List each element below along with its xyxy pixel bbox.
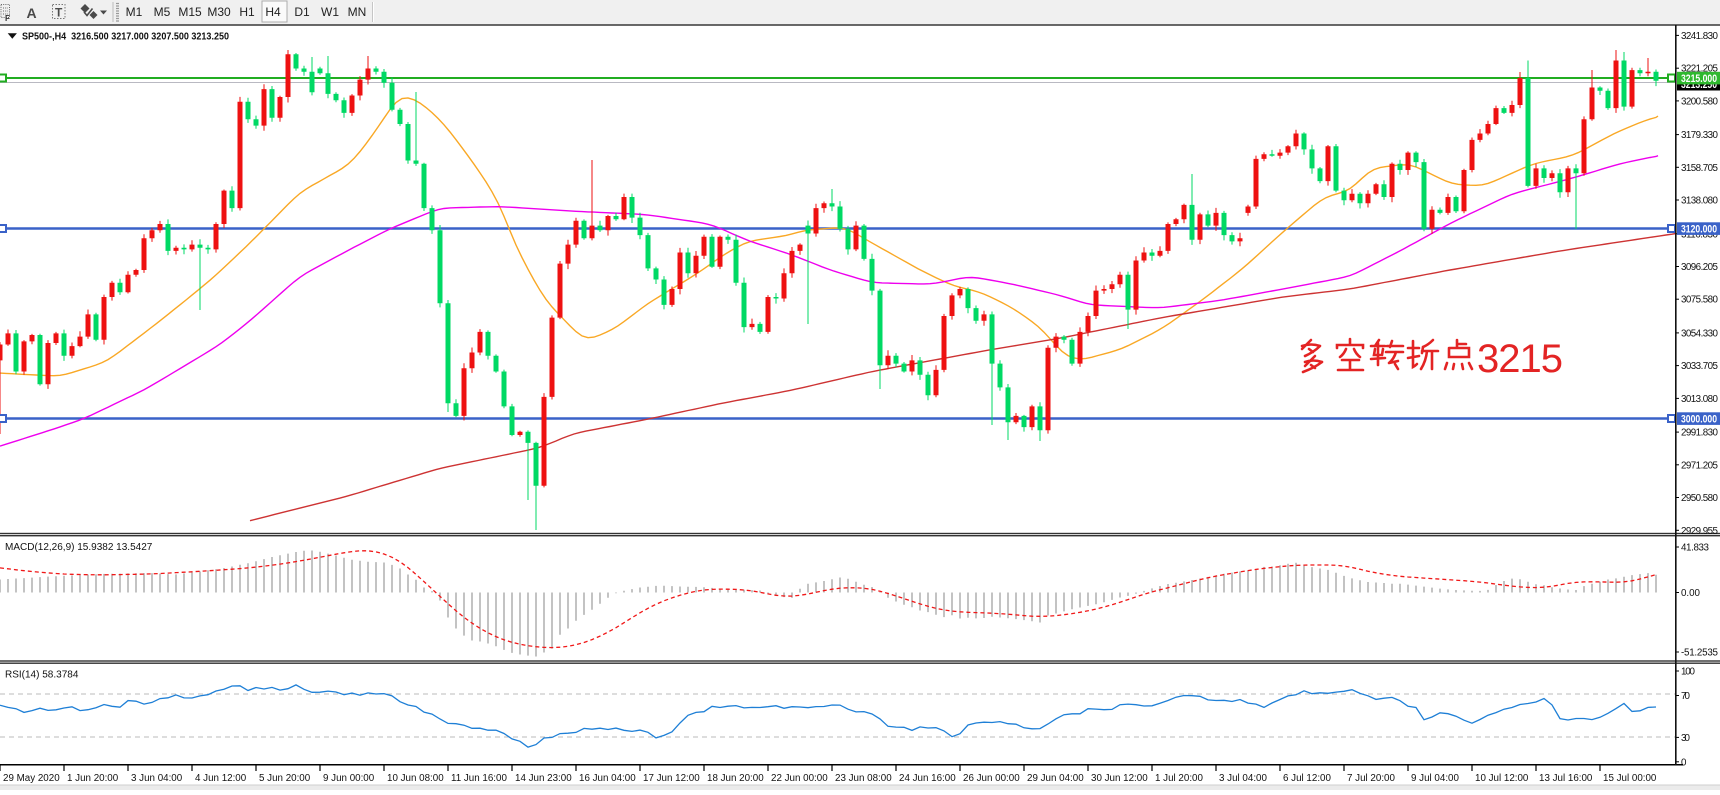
svg-text:30 Jun 12:00: 30 Jun 12:00	[1091, 773, 1148, 784]
svg-text:2929.955: 2929.955	[1681, 526, 1719, 537]
svg-text:RSI(14) 58.3784: RSI(14) 58.3784	[5, 670, 79, 681]
svg-text:15 Jul 00:00: 15 Jul 00:00	[1603, 773, 1657, 784]
svg-text:29 May 2020: 29 May 2020	[3, 773, 60, 784]
svg-text:3054.330: 3054.330	[1681, 328, 1719, 339]
svg-text:0: 0	[1681, 757, 1687, 768]
svg-text:M5: M5	[154, 5, 171, 19]
svg-text:3241.830: 3241.830	[1681, 31, 1719, 42]
svg-text:3215.000: 3215.000	[1681, 73, 1717, 85]
svg-text:23 Jun 08:00: 23 Jun 08:00	[835, 773, 892, 784]
svg-text:-51.2535: -51.2535	[1681, 648, 1719, 659]
svg-text:3179.330: 3179.330	[1681, 130, 1719, 141]
svg-text:3138.080: 3138.080	[1681, 196, 1719, 207]
svg-text:3 Jun 04:00: 3 Jun 04:00	[131, 773, 183, 784]
svg-text:22 Jun 00:00: 22 Jun 00:00	[771, 773, 828, 784]
svg-text:24 Jun 16:00: 24 Jun 16:00	[899, 773, 956, 784]
svg-text:6 Jul 12:00: 6 Jul 12:00	[1283, 773, 1331, 784]
svg-text:H1: H1	[239, 5, 255, 19]
svg-text:MACD(12,26,9) 15.9382 13.5427: MACD(12,26,9) 15.9382 13.5427	[5, 542, 153, 553]
svg-text:16 Jun 04:00: 16 Jun 04:00	[579, 773, 636, 784]
svg-text:4 Jun 12:00: 4 Jun 12:00	[195, 773, 247, 784]
svg-text:10 Jul 12:00: 10 Jul 12:00	[1475, 773, 1529, 784]
svg-text:3075.580: 3075.580	[1681, 295, 1719, 306]
svg-text:26 Jun 00:00: 26 Jun 00:00	[963, 773, 1020, 784]
svg-text:A: A	[27, 5, 37, 21]
svg-text:T: T	[55, 6, 63, 20]
svg-text:MN: MN	[348, 5, 367, 19]
svg-text:3221.205: 3221.205	[1681, 64, 1719, 75]
svg-text:3158.705: 3158.705	[1681, 163, 1719, 174]
svg-text:3013.080: 3013.080	[1681, 394, 1719, 405]
svg-text:30: 30	[1681, 733, 1691, 744]
svg-text:F: F	[5, 14, 10, 23]
svg-text:1 Jul 20:00: 1 Jul 20:00	[1155, 773, 1203, 784]
svg-text:3000.000: 3000.000	[1681, 414, 1717, 426]
svg-text:5 Jun 20:00: 5 Jun 20:00	[259, 773, 311, 784]
svg-text:11 Jun 16:00: 11 Jun 16:00	[451, 773, 507, 784]
svg-text:W1: W1	[321, 5, 339, 19]
svg-text:41.833: 41.833	[1681, 543, 1710, 554]
svg-text:2950.580: 2950.580	[1681, 493, 1719, 504]
svg-text:100: 100	[1681, 667, 1696, 678]
svg-text:2991.830: 2991.830	[1681, 428, 1719, 439]
svg-text:M15: M15	[178, 5, 202, 19]
svg-text:9 Jun 00:00: 9 Jun 00:00	[323, 773, 375, 784]
svg-text:1 Jun 20:00: 1 Jun 20:00	[67, 773, 119, 784]
svg-text:D1: D1	[294, 5, 310, 19]
svg-text:2971.205: 2971.205	[1681, 460, 1719, 471]
svg-text:7 Jul 20:00: 7 Jul 20:00	[1347, 773, 1395, 784]
svg-text:0.00: 0.00	[1681, 588, 1701, 599]
svg-text:SP500-,H4 3216.500 3217.000 3: SP500-,H4 3216.500 3217.000 3207.500 321…	[22, 31, 229, 43]
svg-text:M1: M1	[126, 5, 143, 19]
svg-text:14 Jun 23:00: 14 Jun 23:00	[515, 773, 572, 784]
svg-text:10 Jun 08:00: 10 Jun 08:00	[387, 773, 444, 784]
svg-text:70: 70	[1681, 691, 1691, 702]
svg-text:17 Jun 12:00: 17 Jun 12:00	[643, 773, 700, 784]
svg-text:3120.000: 3120.000	[1681, 224, 1717, 236]
svg-text:H4: H4	[265, 5, 281, 19]
svg-text:29 Jun 04:00: 29 Jun 04:00	[1027, 773, 1084, 784]
svg-text:M30: M30	[207, 5, 231, 19]
svg-text:18 Jun 20:00: 18 Jun 20:00	[707, 773, 764, 784]
svg-text:3 Jul 04:00: 3 Jul 04:00	[1219, 773, 1267, 784]
svg-text:13 Jul 16:00: 13 Jul 16:00	[1539, 773, 1593, 784]
svg-text:3033.705: 3033.705	[1681, 361, 1719, 372]
svg-text:3215: 3215	[1477, 337, 1562, 381]
svg-text:3096.205: 3096.205	[1681, 262, 1719, 273]
svg-text:9 Jul 04:00: 9 Jul 04:00	[1411, 773, 1459, 784]
svg-text:3200.580: 3200.580	[1681, 96, 1719, 107]
